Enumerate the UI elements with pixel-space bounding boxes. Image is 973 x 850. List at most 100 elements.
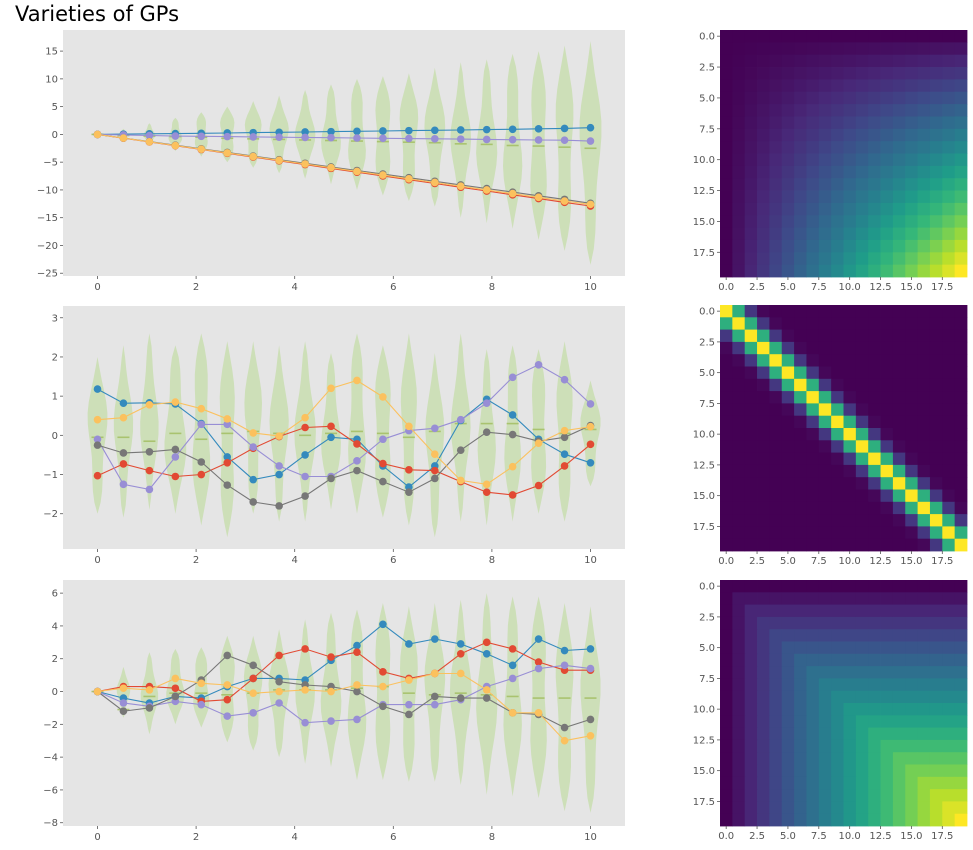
data-point <box>301 492 309 500</box>
heatmap-cell <box>892 317 906 330</box>
heatmap-cell <box>880 116 894 130</box>
heatmap-cell <box>855 378 869 392</box>
data-point <box>405 700 413 709</box>
heatmap-cell <box>781 703 795 716</box>
x-tick-label: 0.0 <box>718 282 734 293</box>
heatmap-cell <box>744 616 758 630</box>
heatmap-cell <box>929 378 943 392</box>
data-point <box>145 466 154 475</box>
data-point <box>405 175 413 183</box>
heatmap-cell <box>905 128 918 142</box>
data-point <box>301 133 309 142</box>
heatmap-cell <box>855 42 869 56</box>
heatmap-cell <box>942 165 956 179</box>
data-point <box>353 681 361 689</box>
heatmap-cell <box>732 67 746 80</box>
data-point <box>223 149 232 157</box>
heatmap-cell <box>831 415 844 429</box>
heatmap-cell <box>855 489 869 503</box>
heatmap-cell <box>831 141 844 154</box>
data-point <box>508 373 517 382</box>
heatmap-cell <box>781 690 795 704</box>
heatmap-cell <box>744 477 758 490</box>
heatmap-cell <box>732 264 746 278</box>
heatmap-cell <box>769 428 783 441</box>
heatmap-cell <box>929 501 943 515</box>
x-tick-label: 15.0 <box>900 556 922 567</box>
heatmap-cell <box>929 341 943 355</box>
heatmap-cell <box>868 604 881 618</box>
heatmap-cell <box>954 116 968 130</box>
y-tick-label: −20 <box>37 241 58 252</box>
x-tick-label: 2 <box>193 832 199 843</box>
heatmap-cell <box>929 165 943 179</box>
heatmap-cell <box>868 116 881 130</box>
heatmap-cell <box>942 116 956 130</box>
heatmap-cell <box>744 403 758 417</box>
heatmap-cell <box>868 165 881 179</box>
heatmap-cell <box>954 239 968 253</box>
heatmap-cell <box>806 764 820 778</box>
heatmap-cell <box>781 67 795 80</box>
heatmap-cell <box>868 239 881 253</box>
heatmap-cell <box>769 91 783 105</box>
heatmap-cell <box>769 30 783 43</box>
heatmap-cell <box>905 666 918 679</box>
heatmap-cell <box>929 415 943 429</box>
heatmap-cell <box>831 178 844 191</box>
heatmap-cell <box>855 801 869 815</box>
heatmap-cell <box>843 739 857 753</box>
heatmap-cell <box>942 489 956 503</box>
y-tick-label: 0.0 <box>699 582 715 593</box>
x-tick-label: 17.5 <box>931 831 953 842</box>
data-point <box>119 707 128 715</box>
heatmap-cell <box>954 538 968 552</box>
heatmap-cell <box>794 789 807 802</box>
data-point <box>534 709 543 717</box>
heatmap-cell <box>905 264 918 278</box>
heatmap-cell <box>843 415 857 429</box>
heatmap-cell <box>942 215 956 228</box>
y-tick-label: 10.0 <box>693 430 715 441</box>
data-point <box>223 132 232 141</box>
heatmap-cell <box>720 366 733 380</box>
heatmap-cell <box>917 153 931 167</box>
violin <box>87 357 108 514</box>
x-tick-label: 4 <box>292 555 298 566</box>
data-point <box>560 736 569 745</box>
heatmap-cell <box>720 629 733 642</box>
heatmap-cell <box>720 440 733 453</box>
data-point <box>456 446 465 455</box>
heatmap-cell <box>905 501 918 515</box>
heatmap-cell <box>917 715 931 728</box>
data-point <box>534 481 543 490</box>
heatmap-cell <box>917 415 931 429</box>
data-point <box>379 127 387 135</box>
heatmap-cell <box>781 366 795 380</box>
heatmap-cell <box>806 153 820 167</box>
data-point <box>197 700 206 709</box>
data-point <box>223 712 232 720</box>
heatmap-cell <box>917 501 931 515</box>
heatmap-cell <box>954 366 968 380</box>
data-point <box>223 695 232 704</box>
heatmap-cell <box>917 776 931 790</box>
data-point <box>119 134 128 142</box>
heatmap-cell <box>806 42 820 56</box>
data-point <box>171 472 180 481</box>
heatmap-cell <box>868 514 881 527</box>
heatmap-cell <box>855 739 869 753</box>
heatmap-cell <box>744 727 758 741</box>
heatmap-cell <box>744 813 758 827</box>
heatmap-cell <box>794 452 807 466</box>
heatmap-cell <box>892 415 906 429</box>
heatmap-cell <box>917 227 931 241</box>
heatmap-cell <box>732 79 746 93</box>
heatmap-cell <box>942 477 956 490</box>
heatmap-cell <box>794 391 807 404</box>
heatmap-cell <box>818 341 832 355</box>
heatmap-cell <box>831 128 844 142</box>
series-line <box>97 654 591 729</box>
heatmap-cell <box>781 604 795 618</box>
y-tick-label: 10 <box>45 74 58 85</box>
